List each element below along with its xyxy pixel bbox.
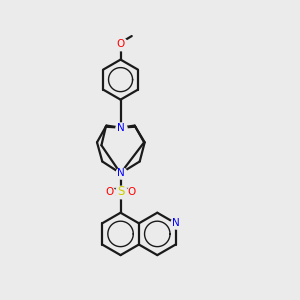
Text: O: O — [105, 187, 113, 196]
Text: N: N — [172, 218, 179, 228]
Text: S: S — [117, 185, 124, 198]
Text: N: N — [117, 123, 124, 133]
Text: O: O — [128, 187, 136, 196]
Text: O: O — [116, 39, 125, 49]
Text: N: N — [117, 168, 124, 178]
